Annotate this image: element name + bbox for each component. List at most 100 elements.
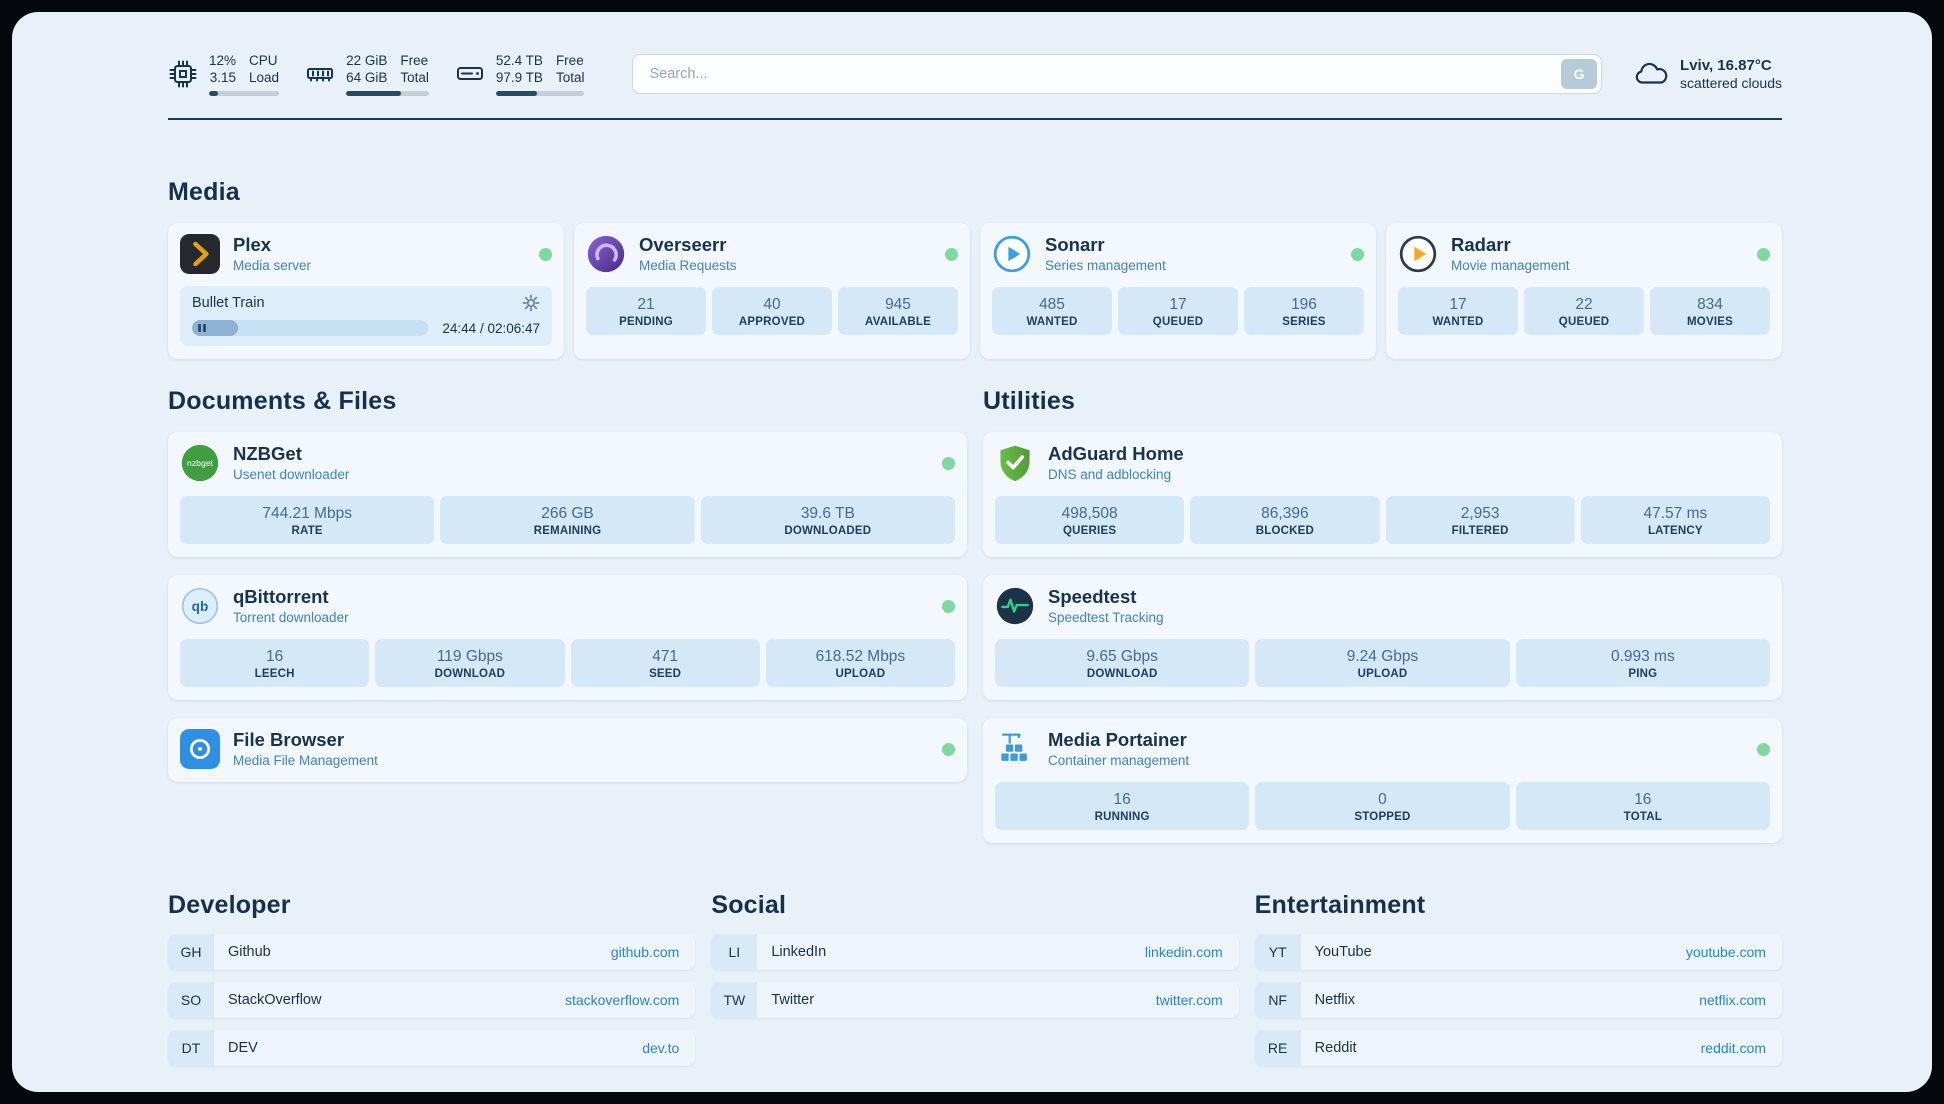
bookmark-github[interactable]: GH Github github.com <box>168 934 696 970</box>
nzbget-icon: nzbget <box>180 443 220 483</box>
service-subtitle: Media server <box>233 258 312 273</box>
bookmark-abbr: RE <box>1254 1030 1301 1066</box>
stat-queued: 22 QUEUED <box>1524 287 1644 335</box>
stat-available: 945 AVAILABLE <box>838 287 958 335</box>
memory-free-value: 22 GiB <box>346 53 388 68</box>
stat-approved: 40 APPROVED <box>712 287 832 335</box>
service-title: Overseerr <box>639 234 727 255</box>
service-card-radarr[interactable]: Radarr Movie management 17 WANTED 22 QUE… <box>1386 223 1782 359</box>
service-title: File Browser <box>233 729 345 750</box>
bookmark-abbr: DT <box>168 1030 214 1066</box>
pause-icon <box>198 324 201 332</box>
bookmark-name: LinkedIn <box>771 944 827 960</box>
section-utilities: Utilities <box>983 387 1782 843</box>
stat-filtered: 2,953 FILTERED <box>1385 496 1575 544</box>
disk-total-value: 97.9 TB <box>495 70 543 85</box>
service-card-portainer[interactable]: Media Portainer Container management 16 … <box>983 718 1782 843</box>
gear-icon[interactable] <box>522 294 540 312</box>
search-provider-button[interactable]: G <box>1561 59 1598 89</box>
status-dot <box>942 742 955 756</box>
stat-upload: 618.52 Mbps UPLOAD <box>765 639 955 687</box>
bookmark-abbr: LI <box>711 934 758 970</box>
status-dot <box>945 247 958 261</box>
service-title: qBittorrent <box>233 586 329 607</box>
service-subtitle: Usenet downloader <box>233 467 350 482</box>
status-dot <box>942 456 955 470</box>
status-dot <box>942 599 955 613</box>
memory-total-label: Total <box>400 70 429 85</box>
bookmark-abbr: YT <box>1254 934 1301 970</box>
bookmark-abbr: GH <box>168 934 214 970</box>
bookmark-linkedin[interactable]: LI LinkedIn linkedin.com <box>711 934 1239 970</box>
bookmark-youtube[interactable]: YT YouTube youtube.com <box>1254 934 1782 970</box>
stat-leech: 16 LEECH <box>180 639 370 687</box>
service-subtitle: Media File Management <box>233 753 378 768</box>
service-title: AdGuard Home <box>1048 443 1184 464</box>
portainer-icon <box>995 729 1035 769</box>
svg-text:nzbget: nzbget <box>187 458 213 468</box>
bookmark-url: youtube.com <box>1685 944 1766 960</box>
bookmark-group-entertainment: Entertainment YT YouTube youtube.com NF … <box>1254 891 1782 1066</box>
dashboard-frame: 12% CPU 3.15 Load <box>12 12 1932 1092</box>
service-card-qbittorrent[interactable]: qb qBittorrent Torrent downloader 16 LEE… <box>168 575 967 700</box>
stat-download: 9.65 Gbps DOWNLOAD <box>995 639 1250 687</box>
plex-now-playing: Bullet Train <box>180 286 552 346</box>
adguard-icon <box>995 443 1035 483</box>
playback-time: 24:44 / 02:06:47 <box>442 320 540 336</box>
qbittorrent-icon: qb <box>180 586 220 626</box>
service-card-adguard[interactable]: AdGuard Home DNS and adblocking 498,508 … <box>983 432 1782 557</box>
bookmark-url: netflix.com <box>1699 992 1766 1008</box>
sonarr-icon <box>992 234 1032 274</box>
stat-seed: 471 SEED <box>570 639 760 687</box>
stat-pending: 21 PENDING <box>586 287 706 335</box>
service-subtitle: Torrent downloader <box>233 610 349 625</box>
bookmark-url: dev.to <box>642 1040 680 1056</box>
bookmark-reddit[interactable]: RE Reddit reddit.com <box>1254 1030 1782 1066</box>
media-heading: Media <box>168 178 240 206</box>
svg-text:qb: qb <box>192 599 209 614</box>
status-dot <box>1351 247 1364 261</box>
stat-rate: 744.21 Mbps RATE <box>180 496 435 544</box>
service-card-plex[interactable]: Plex Media server Bullet Train <box>168 223 564 359</box>
stat-downloaded: 39.6 TB DOWNLOADED <box>700 496 955 544</box>
memory-progress-bar <box>346 91 429 96</box>
bookmark-stackoverflow[interactable]: SO StackOverflow stackoverflow.com <box>168 982 696 1018</box>
stat-queries: 498,508 QUERIES <box>995 496 1185 544</box>
stat-stopped: 0 STOPPED <box>1255 782 1510 830</box>
cpu-label: CPU <box>249 53 278 68</box>
bookmark-dev[interactable]: DT DEV dev.to <box>168 1030 696 1066</box>
stat-total: 16 TOTAL <box>1515 782 1770 830</box>
cpu-usage-value: 12% <box>209 53 237 68</box>
service-subtitle: Movie management <box>1451 258 1570 273</box>
service-subtitle: DNS and adblocking <box>1048 467 1172 482</box>
service-card-overseerr[interactable]: Overseerr Media Requests 21 PENDING 40 A… <box>574 223 970 359</box>
bookmark-name: DEV <box>228 1040 258 1056</box>
system-widget-cpu: 12% CPU 3.15 Load <box>168 52 280 96</box>
cpu-icon <box>168 59 198 89</box>
section-media: Media Plex Media server <box>168 178 1782 359</box>
radarr-icon <box>1398 234 1438 274</box>
service-subtitle: Container management <box>1048 753 1190 768</box>
service-card-speedtest[interactable]: Speedtest Speedtest Tracking 9.65 Gbps D… <box>983 575 1782 700</box>
overseerr-icon <box>586 234 626 274</box>
system-widget-memory: 22 GiB Free 64 GiB Total <box>305 52 429 96</box>
service-card-filebrowser[interactable]: File Browser Media File Management <box>168 718 967 782</box>
system-widget-disk: 52.4 TB Free 97.9 TB Total <box>455 52 585 96</box>
service-title: Sonarr <box>1045 234 1105 255</box>
utilities-heading: Utilities <box>983 387 1076 415</box>
bookmark-twitter[interactable]: TW Twitter twitter.com <box>711 982 1239 1018</box>
bookmark-netflix[interactable]: NF Netflix netflix.com <box>1254 982 1782 1018</box>
plex-icon <box>180 234 220 274</box>
service-card-nzbget[interactable]: nzbget NZBGet Usenet downloader 744.21 M… <box>168 432 967 557</box>
bookmark-name: Github <box>228 944 271 960</box>
bookmark-url: stackoverflow.com <box>564 992 680 1008</box>
memory-free-label: Free <box>400 53 429 68</box>
stat-wanted: 485 WANTED <box>992 287 1112 335</box>
cpu-load-value: 3.15 <box>209 70 237 85</box>
service-card-sonarr[interactable]: Sonarr Series management 485 WANTED 17 Q… <box>980 223 1376 359</box>
status-dot <box>1757 742 1770 756</box>
stat-upload: 9.24 Gbps UPLOAD <box>1255 639 1510 687</box>
search-input[interactable] <box>632 54 1603 94</box>
load-label: Load <box>249 70 280 85</box>
search-bar: G <box>632 54 1603 94</box>
